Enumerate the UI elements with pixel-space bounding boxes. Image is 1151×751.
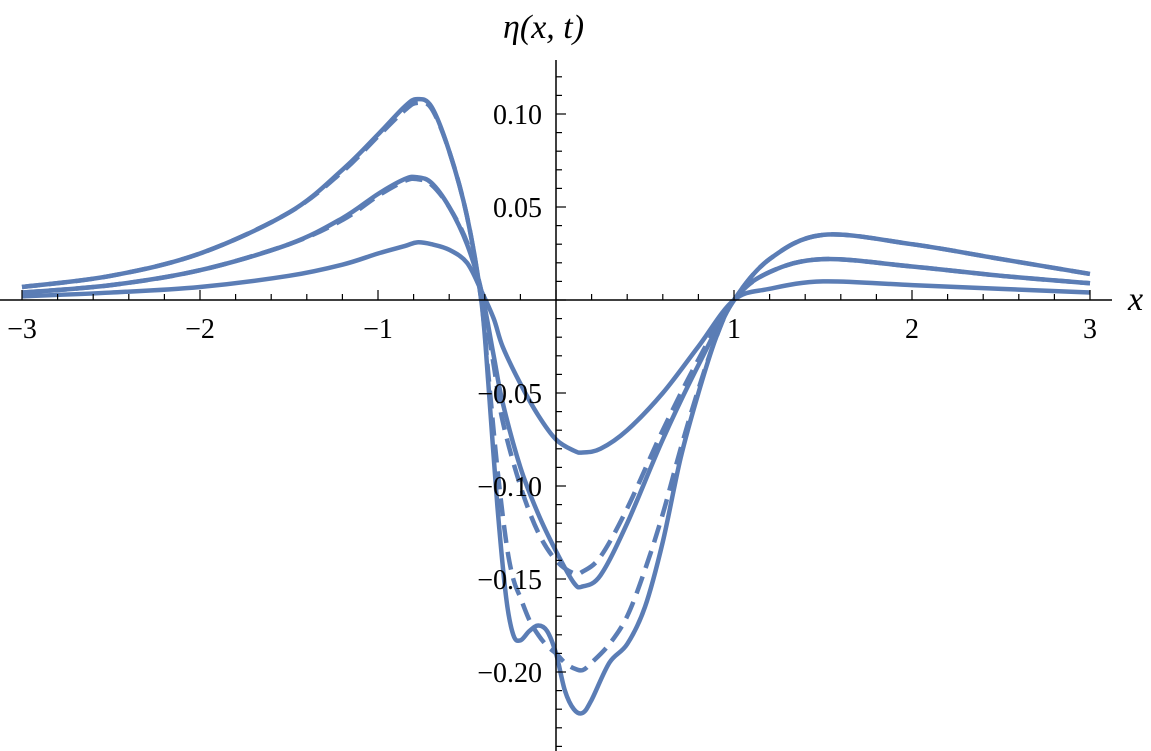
y-tick-label: −0.05 [477, 379, 542, 410]
series-layer [21, 96, 1091, 716]
solid-series-line-2 [21, 174, 1091, 590]
ticks-layer: −3 −2 −1 1 2 3 0.10 0.05 −0.05 −0.10 −0.15 −0.20 [7, 76, 1097, 748]
solid-series-line-1 [21, 240, 1091, 455]
x-axis-title: x [1127, 281, 1143, 318]
y-tick-label: 0.05 [493, 193, 542, 224]
x-tick-label: 2 [905, 314, 919, 345]
x-tick-label: 3 [1083, 314, 1097, 345]
axes-layer [0, 60, 1112, 751]
y-tick-label: −0.15 [477, 565, 542, 596]
y-axis-title: η(x, t) [503, 9, 584, 46]
x-tick-label: −2 [185, 314, 215, 345]
x-tick-label: 1 [727, 314, 741, 345]
y-tick-label: −0.10 [477, 472, 542, 503]
y-tick-label: 0.10 [493, 100, 542, 131]
solid-series-line-4 [21, 96, 1091, 716]
dashed-series-line-5 [21, 100, 1091, 673]
x-tick-label: −1 [363, 314, 393, 345]
x-tick-label: −3 [7, 314, 37, 345]
y-tick-label: −0.20 [477, 658, 542, 689]
